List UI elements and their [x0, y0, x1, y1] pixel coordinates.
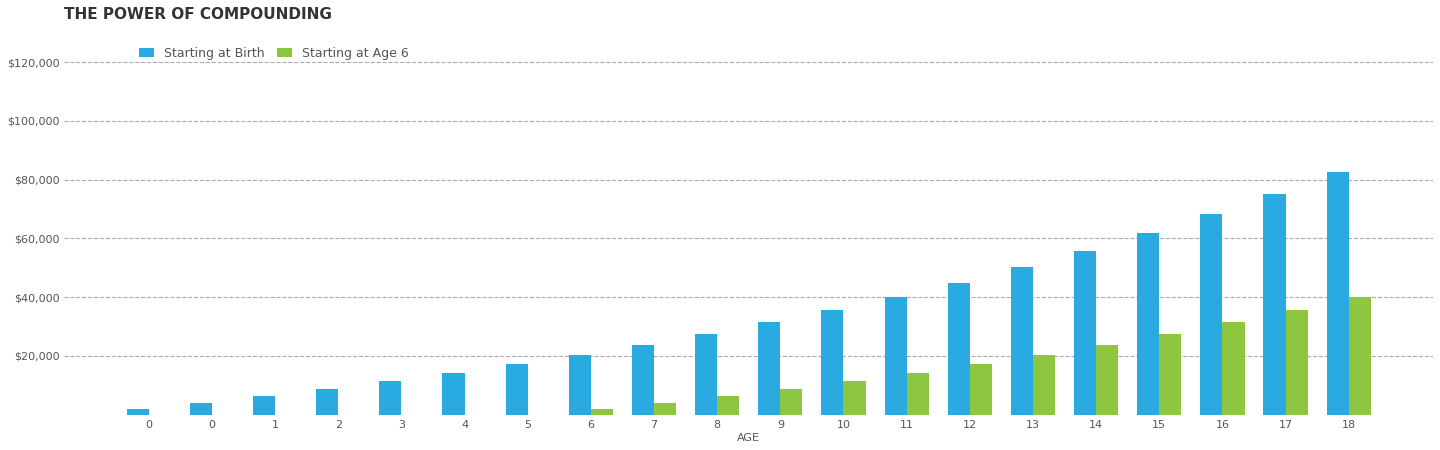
Bar [379, 381, 402, 415]
Bar [1201, 214, 1223, 415]
Bar [717, 396, 739, 415]
Bar [907, 373, 929, 415]
Bar [127, 409, 148, 415]
Bar [821, 310, 844, 415]
Bar [969, 364, 992, 415]
Bar [780, 389, 802, 415]
Bar [1223, 322, 1244, 415]
Bar [590, 409, 613, 415]
Bar [654, 403, 677, 415]
Bar [759, 322, 780, 415]
Bar [1138, 233, 1159, 415]
Bar [1011, 267, 1032, 415]
Bar [253, 396, 275, 415]
Bar [1263, 194, 1286, 415]
Bar [317, 389, 338, 415]
Bar [884, 297, 907, 415]
Bar [1286, 310, 1308, 415]
Bar [632, 345, 654, 415]
X-axis label: AGE: AGE [737, 433, 760, 443]
Bar [569, 355, 590, 415]
Bar [696, 333, 717, 415]
Legend: Starting at Birth, Starting at Age 6: Starting at Birth, Starting at Age 6 [140, 47, 409, 60]
Bar [1032, 355, 1056, 415]
Bar [1159, 333, 1181, 415]
Bar [1096, 345, 1119, 415]
Bar [190, 403, 212, 415]
Text: THE POWER OF COMPOUNDING: THE POWER OF COMPOUNDING [65, 7, 333, 22]
Bar [844, 381, 865, 415]
Bar [1326, 172, 1349, 415]
Bar [948, 283, 969, 415]
Bar [1349, 297, 1371, 415]
Bar [505, 364, 527, 415]
Bar [1074, 251, 1096, 415]
Bar [442, 373, 465, 415]
